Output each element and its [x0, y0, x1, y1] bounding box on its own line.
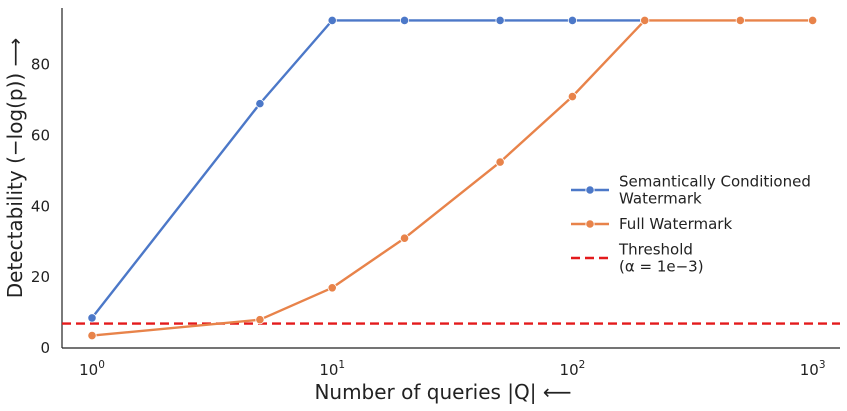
y-tick-label: 60 [31, 127, 50, 145]
y-ticks: 0 20 40 60 80 [31, 56, 50, 357]
series-2-point [567, 91, 578, 102]
series-1-point [255, 99, 265, 109]
series-2-point [640, 15, 650, 25]
x-axis-label: Number of queries |Q| ⟵ [314, 380, 571, 404]
series-2-point [327, 283, 337, 293]
series-line-1 [91, 19, 645, 319]
series-2-point [255, 315, 265, 325]
y-axis-label: Detectability (−log(p)) ⟶ [3, 38, 27, 299]
legend-label: (α = 1e−3) [619, 258, 704, 276]
x-ticks: 100 101 102 103 [79, 359, 825, 379]
series-1-point [327, 15, 337, 25]
legend-entry-3: Threshold(α = 1e−3) [571, 241, 704, 276]
series-1-point [87, 313, 97, 323]
series-2-point [495, 157, 505, 167]
x-tick-label: 101 [319, 359, 345, 379]
y-tick-label: 20 [31, 268, 50, 286]
legend-label: Threshold [618, 241, 693, 259]
legend-label: Semantically Conditioned [619, 173, 811, 191]
x-tick-label: 103 [800, 359, 826, 379]
legend-entry-2: Full Watermark [571, 215, 732, 233]
series-1-point [495, 15, 505, 25]
x-tick-label: 100 [79, 359, 105, 379]
series-layer [87, 15, 818, 341]
legend-marker [585, 219, 595, 229]
y-tick-label: 80 [31, 56, 50, 74]
series-2-point [399, 233, 410, 243]
series-1-point [399, 15, 410, 25]
series-2-point [735, 15, 745, 25]
series-2-point [808, 15, 818, 25]
y-tick-label: 40 [31, 197, 50, 215]
series-1-point [567, 15, 578, 25]
legend-label: Full Watermark [619, 215, 732, 233]
axes [61, 8, 840, 349]
series-2-point [87, 331, 97, 341]
legend-marker [585, 185, 595, 195]
legend-label: Watermark [619, 190, 702, 208]
x-tick-label: 102 [560, 359, 586, 379]
y-tick-label: 0 [40, 339, 50, 357]
